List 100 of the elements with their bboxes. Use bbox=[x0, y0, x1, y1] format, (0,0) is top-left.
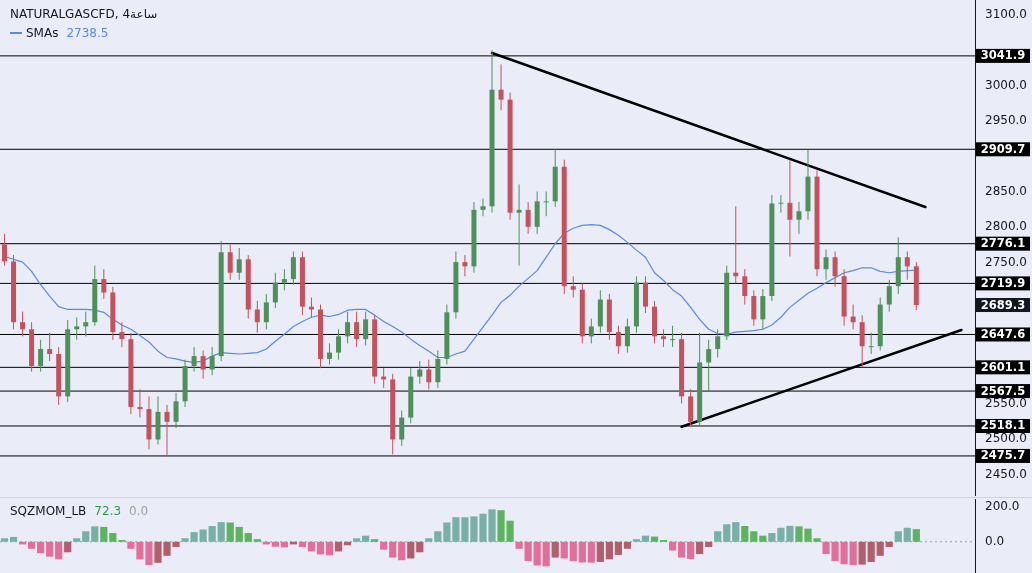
bar bbox=[235, 526, 243, 542]
bar bbox=[91, 526, 99, 542]
y-tick-label: 3000.0 bbox=[985, 77, 1027, 92]
bar bbox=[903, 527, 911, 542]
bar bbox=[307, 541, 316, 552]
y-tick-label: 2500.0 bbox=[985, 431, 1027, 446]
bar bbox=[253, 539, 261, 542]
bar bbox=[46, 541, 54, 557]
y-tick-label: 3100.0 bbox=[985, 7, 1027, 22]
bar bbox=[9, 536, 18, 542]
candlestick bbox=[823, 248, 829, 281]
bar bbox=[298, 541, 307, 548]
bar bbox=[614, 541, 622, 555]
bar bbox=[334, 541, 343, 552]
bar bbox=[524, 541, 532, 562]
legend-label: SMAs bbox=[26, 26, 59, 40]
candlestick bbox=[227, 243, 233, 281]
candlestick bbox=[706, 339, 712, 392]
bar bbox=[217, 522, 225, 542]
candlestick bbox=[615, 325, 621, 355]
bar bbox=[551, 541, 559, 558]
y-tick-label: 200.0 bbox=[985, 499, 1020, 514]
candlestick bbox=[345, 311, 351, 344]
bar bbox=[849, 541, 857, 566]
bar bbox=[596, 541, 604, 562]
bar bbox=[325, 541, 334, 556]
ref-line-label: 2776.1 bbox=[980, 236, 1026, 251]
candlestick bbox=[236, 247, 242, 281]
candlestick bbox=[588, 318, 594, 344]
bar bbox=[741, 526, 749, 542]
bar bbox=[64, 541, 72, 553]
bar bbox=[37, 541, 45, 554]
bar bbox=[515, 541, 523, 549]
candlestick bbox=[272, 272, 278, 309]
bar bbox=[362, 535, 370, 542]
candlestick bbox=[886, 279, 892, 313]
bar bbox=[623, 541, 632, 549]
candlestick bbox=[290, 251, 296, 286]
bar bbox=[912, 529, 920, 542]
annotation: 0.0 bbox=[129, 504, 149, 518]
candlestick bbox=[354, 311, 360, 348]
bar bbox=[723, 524, 731, 542]
y-tick-label: 0.0 bbox=[985, 534, 1005, 549]
text: 2689.3 bbox=[980, 297, 1026, 312]
candlestick bbox=[20, 311, 26, 337]
bar bbox=[380, 541, 388, 550]
candlestick bbox=[209, 346, 215, 376]
bar bbox=[732, 522, 740, 542]
bar bbox=[100, 526, 108, 542]
candlestick bbox=[336, 328, 342, 361]
bar bbox=[407, 541, 415, 559]
bar bbox=[199, 529, 207, 542]
candlestick bbox=[832, 251, 838, 288]
candlestick bbox=[254, 300, 260, 334]
candlestick bbox=[200, 349, 206, 380]
bar bbox=[569, 541, 577, 562]
bar bbox=[398, 541, 406, 561]
y-tick-label: 2550.0 bbox=[985, 395, 1027, 410]
bar bbox=[678, 541, 686, 558]
candlestick bbox=[263, 293, 269, 330]
y-tick-label: 2450.0 bbox=[985, 466, 1027, 481]
bar bbox=[0, 538, 9, 542]
bar bbox=[533, 541, 541, 566]
candlestick bbox=[742, 268, 748, 306]
y-tick-label: 2850.0 bbox=[985, 183, 1027, 198]
candlestick bbox=[462, 254, 468, 277]
bar bbox=[542, 541, 550, 567]
candlestick bbox=[83, 311, 89, 337]
bar bbox=[714, 531, 722, 542]
bar bbox=[316, 541, 325, 555]
candlestick bbox=[417, 360, 423, 385]
bar bbox=[768, 533, 776, 542]
y-tick-label: 2800.0 bbox=[985, 219, 1027, 234]
bar bbox=[668, 541, 677, 551]
candlestick bbox=[787, 159, 793, 257]
bar bbox=[885, 541, 893, 548]
bar bbox=[425, 538, 433, 542]
candlestick bbox=[191, 346, 197, 373]
candlestick bbox=[624, 318, 630, 354]
candlestick bbox=[363, 311, 369, 346]
bar bbox=[587, 541, 595, 563]
annotation: 72.3 bbox=[94, 504, 122, 518]
bar bbox=[687, 541, 695, 559]
ref-line-label: 2518.1 bbox=[980, 418, 1026, 433]
bar bbox=[641, 535, 650, 542]
candlestick bbox=[119, 321, 125, 348]
ref-line-label: 2567.5 bbox=[980, 383, 1026, 398]
ref-line-label: 2719.9 bbox=[980, 275, 1026, 290]
candlestick bbox=[904, 251, 910, 281]
candlestick bbox=[570, 275, 576, 298]
ref-line-label: 2475.7 bbox=[980, 448, 1026, 463]
candlestick bbox=[796, 201, 802, 235]
candlestick bbox=[516, 183, 522, 267]
bar bbox=[73, 538, 81, 542]
bar bbox=[353, 538, 361, 542]
ref-line-label: 2601.1 bbox=[980, 359, 1026, 374]
candlestick bbox=[47, 332, 53, 362]
bar bbox=[876, 541, 884, 556]
candlestick bbox=[435, 349, 441, 389]
candlestick bbox=[399, 410, 405, 447]
